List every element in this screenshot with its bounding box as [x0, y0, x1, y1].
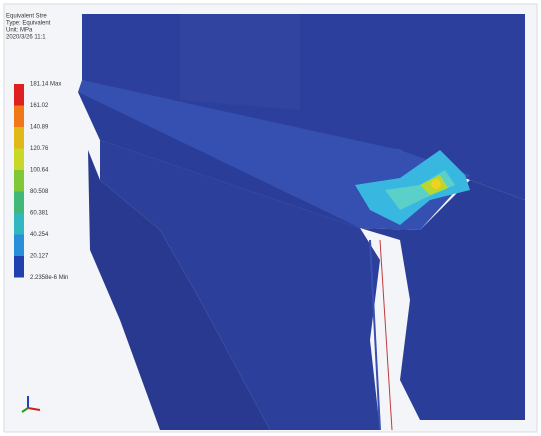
legend: 181.14 Max 161.02 140.89 120.76 100.64 80.508… — [14, 82, 68, 281]
legend-color — [14, 256, 24, 278]
legend-color — [14, 170, 24, 192]
legend-label: 100.64 — [30, 168, 49, 174]
legend-color — [14, 191, 24, 213]
upper-face — [180, 14, 300, 110]
triad-axis — [27, 407, 41, 411]
legend-label: 20.127 — [30, 254, 49, 260]
legend-label: 161.02 — [30, 103, 49, 109]
header-line: Type: Equivalent — [6, 21, 51, 27]
body-front — [100, 140, 380, 430]
edge — [369, 239, 381, 431]
stress-peak — [431, 179, 441, 189]
header-line: 2020/3/26 11:1 — [6, 35, 46, 41]
legend-label: 140.89 — [30, 125, 49, 131]
legend-color — [14, 234, 24, 256]
body-lower — [88, 150, 270, 430]
legend-label: 2.2358e-6 Min — [30, 275, 68, 281]
header-line: Equivalent Stre — [6, 14, 47, 20]
edge-highlight — [379, 239, 393, 431]
body-side — [78, 92, 525, 420]
legend-label: 60.381 — [30, 211, 49, 217]
legend-color — [14, 213, 24, 235]
legend-color — [14, 105, 24, 127]
legend-label: 80.508 — [30, 189, 49, 195]
legend-color — [14, 148, 24, 170]
header-line: Unit: MPa — [6, 28, 33, 34]
legend-label: 181.14 Max — [30, 82, 61, 88]
triad-axis — [21, 407, 29, 413]
legend-color — [14, 127, 24, 149]
legend-label: 120.76 — [30, 146, 49, 152]
legend-color — [14, 84, 24, 106]
legend-label: 40.254 — [30, 232, 49, 238]
